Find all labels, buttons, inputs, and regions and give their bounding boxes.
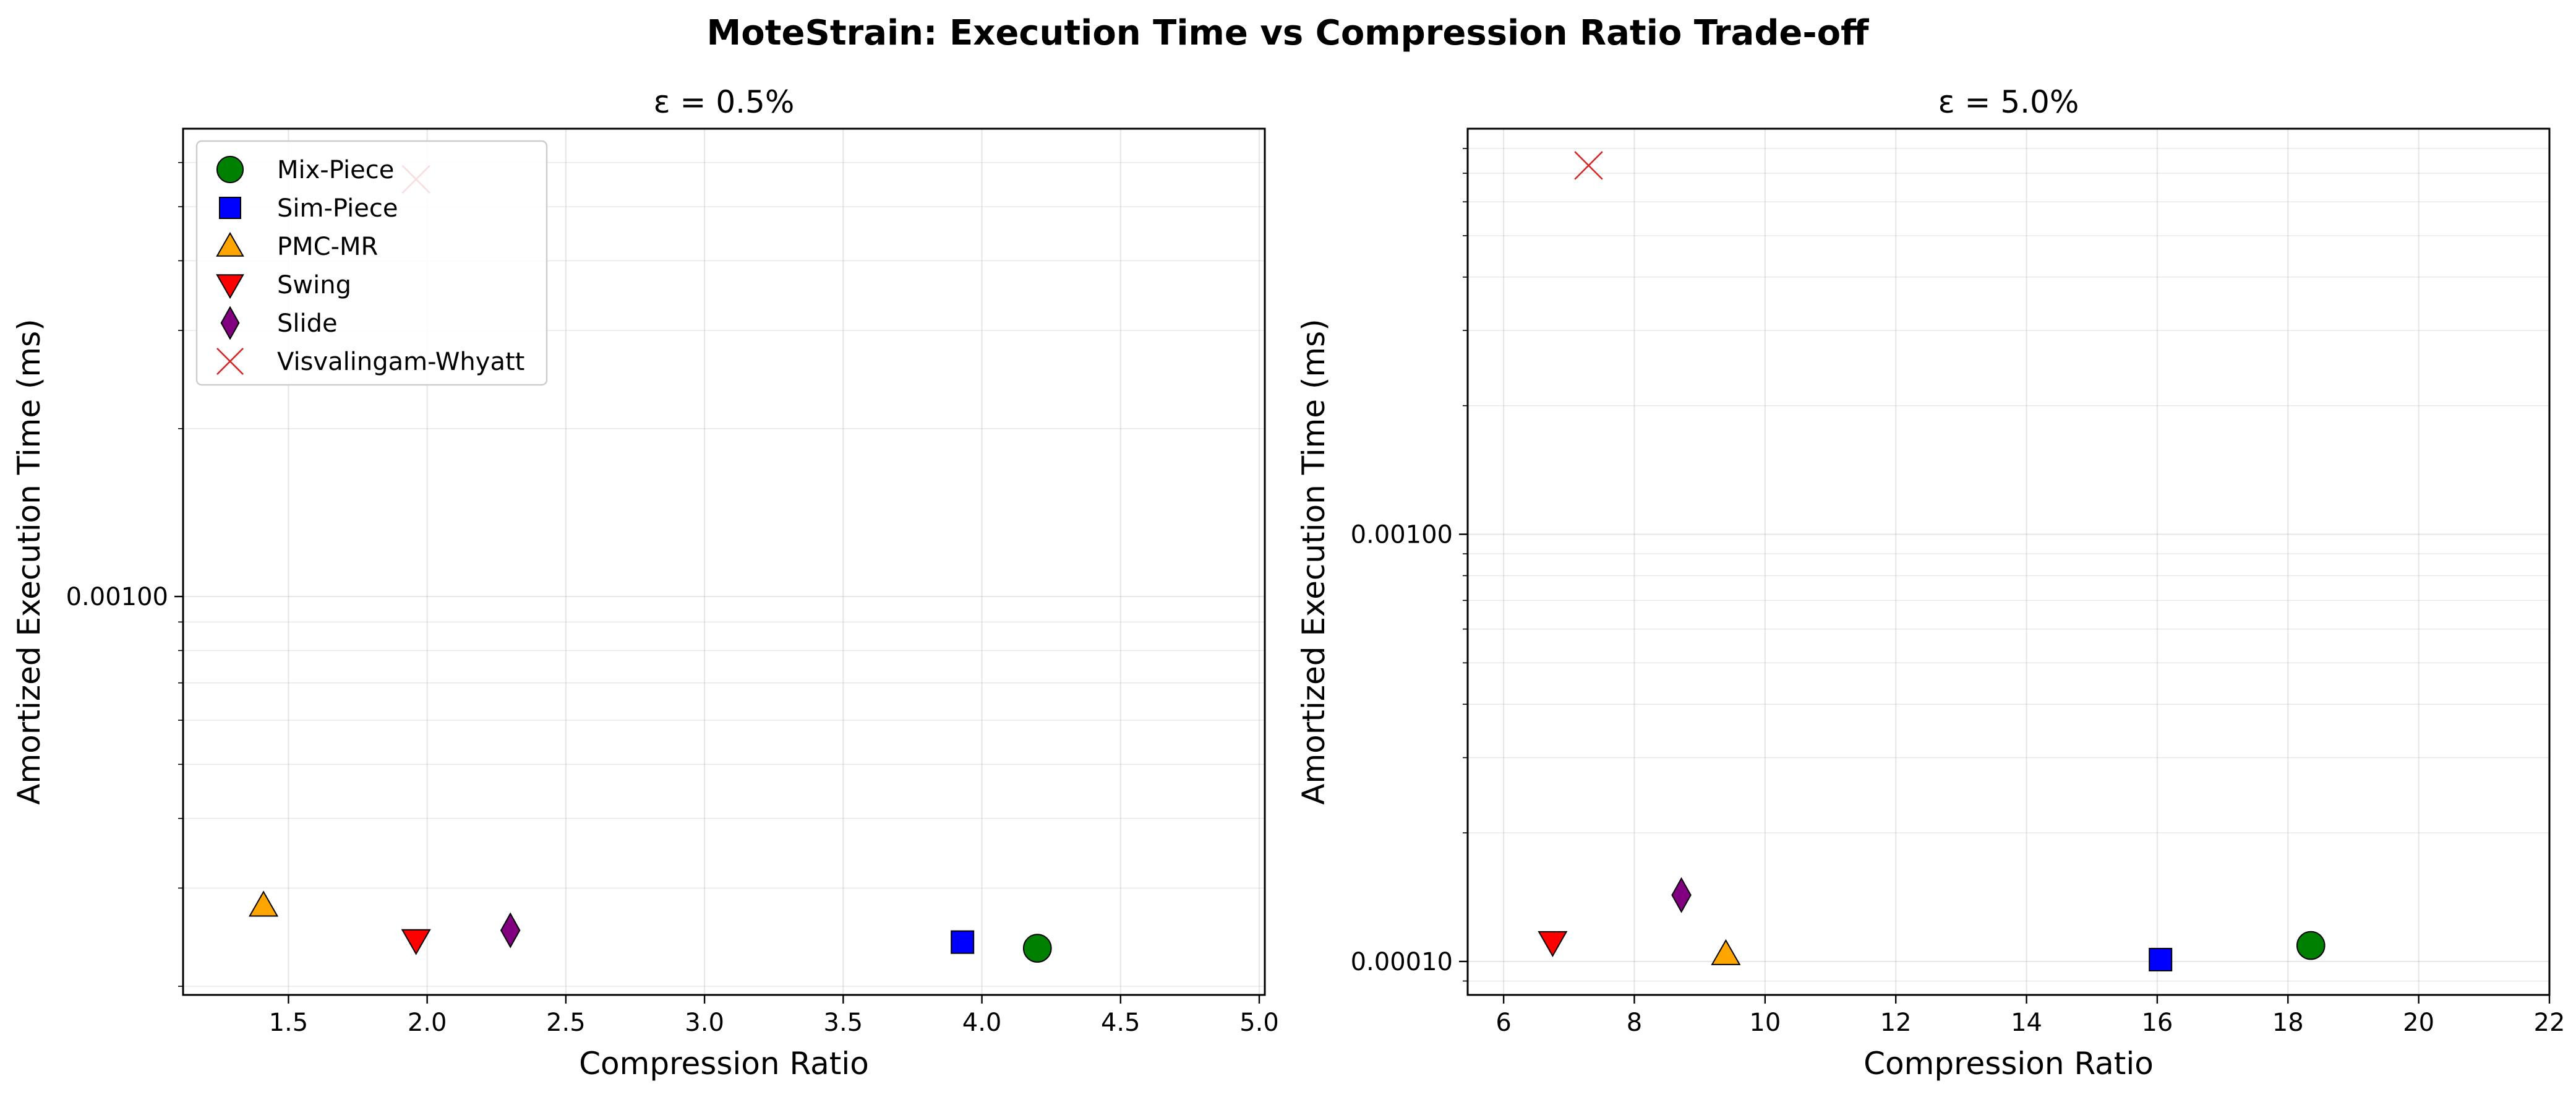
- legend-box: [195, 140, 548, 386]
- legend-marker-mix-piece: [216, 155, 244, 184]
- point-swing: [401, 929, 431, 955]
- point-sim-piece: [2149, 947, 2173, 971]
- point-pmc-mr: [1711, 939, 1741, 965]
- plot-frame: [182, 127, 1266, 996]
- legend-label: Slide: [277, 309, 338, 338]
- x-tick-label: 16: [2141, 1009, 2173, 1037]
- legend-label: PMC-MR: [277, 233, 378, 261]
- x-tick-label: 6: [1496, 1009, 1511, 1037]
- x-tick-label: 14: [2011, 1009, 2042, 1037]
- plot-frame: [1466, 127, 2551, 996]
- legend: Mix-Piece Sim-Piece PMC-MR Swing Slide Visval…: [195, 140, 548, 386]
- x-axis-label: Compression Ratio: [579, 1046, 869, 1082]
- y-tick-label: 0.00100: [1351, 520, 1453, 549]
- legend-marker-pmc-mr: [216, 231, 244, 257]
- x-tick-label: 22: [2534, 1009, 2565, 1037]
- y-tick-label: 0.00100: [66, 583, 168, 611]
- point-mix-piece: [2296, 931, 2326, 960]
- x-tick-label: 5.0: [1239, 1009, 1279, 1037]
- point-slide: [1671, 877, 1692, 913]
- y-tick-label: 0.00010: [1351, 948, 1453, 976]
- point-visvalingam-whyatt: [1574, 151, 1603, 180]
- legend-marker-sim-piece: [219, 197, 241, 219]
- axis-ticks: 6 8 10 12 14 16 18 20 22 0.00010 0.00100: [1351, 148, 2565, 1037]
- chart-panel-left: 1.5 2.0 2.5 3.0 3.5 4.0 4.5 5.0 0.00100 ε = 0.5%…: [11, 84, 1279, 1082]
- panel-title: ε = 0.5%: [654, 84, 795, 120]
- x-axis-label: Compression Ratio: [1864, 1046, 2154, 1082]
- legend-label: Mix-Piece: [277, 156, 394, 184]
- x-tick-label: 3.0: [685, 1009, 724, 1037]
- y-axis-label: Amortized Execution Time (ms): [11, 319, 47, 804]
- x-tick-label: 8: [1627, 1009, 1642, 1037]
- x-tick-label: 12: [1880, 1009, 1912, 1037]
- point-sim-piece: [951, 930, 975, 954]
- x-tick-label: 20: [2403, 1009, 2434, 1037]
- legend-marker-visvalingam-whyatt: [216, 348, 244, 375]
- data-points: [1538, 151, 2326, 971]
- panel-title: ε = 5.0%: [1938, 84, 2079, 120]
- gridlines: [183, 129, 1265, 995]
- y-axis-label: Amortized Execution Time (ms): [1296, 319, 1332, 804]
- x-tick-label: 3.5: [824, 1009, 863, 1037]
- x-tick-label: 2.0: [408, 1009, 447, 1037]
- point-swing: [1538, 931, 1568, 957]
- legend-label: Swing: [277, 271, 351, 299]
- legend-marker-swing: [216, 274, 244, 299]
- gridlines: [1468, 129, 2551, 995]
- axis-ticks: 1.5 2.0 2.5 3.0 3.5 4.0 4.5 5.0 0.00100: [66, 161, 1279, 1037]
- legend-label: Sim-Piece: [277, 194, 398, 223]
- x-tick-label: 4.5: [1101, 1009, 1140, 1037]
- x-tick-label: 10: [1749, 1009, 1781, 1037]
- point-slide: [500, 912, 521, 949]
- legend-marker-slide: [220, 306, 240, 340]
- point-pmc-mr: [249, 890, 279, 917]
- x-tick-label: 2.5: [546, 1009, 586, 1037]
- x-tick-label: 4.0: [962, 1009, 1002, 1037]
- x-tick-label: 1.5: [269, 1009, 309, 1037]
- x-tick-label: 18: [2272, 1009, 2304, 1037]
- point-mix-piece: [1022, 934, 1052, 963]
- legend-label: Visvalingam-Whyatt: [277, 348, 524, 376]
- figure-title: MoteStrain: Execution Time vs Compressio…: [707, 13, 1870, 53]
